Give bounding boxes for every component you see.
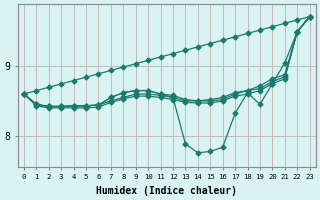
X-axis label: Humidex (Indice chaleur): Humidex (Indice chaleur): [96, 186, 237, 196]
